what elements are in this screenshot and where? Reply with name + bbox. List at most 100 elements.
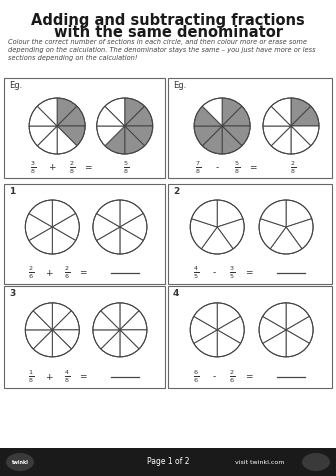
Text: Eg.: Eg.	[9, 81, 22, 90]
FancyBboxPatch shape	[168, 78, 332, 178]
Wedge shape	[286, 330, 309, 357]
Wedge shape	[52, 303, 71, 330]
Wedge shape	[291, 98, 311, 126]
Wedge shape	[125, 126, 144, 154]
Text: $\frac{3}{8}$: $\frac{3}{8}$	[30, 159, 36, 176]
Text: Adding and subtracting fractions: Adding and subtracting fractions	[31, 13, 305, 28]
Wedge shape	[33, 303, 52, 330]
Wedge shape	[125, 126, 153, 146]
Text: $\frac{5}{8}$: $\frac{5}{8}$	[123, 159, 129, 176]
Wedge shape	[125, 98, 144, 126]
Text: $\frac{2}{8}$: $\frac{2}{8}$	[290, 159, 296, 176]
Text: $\frac{7}{8}$: $\frac{7}{8}$	[195, 159, 201, 176]
Wedge shape	[217, 200, 243, 227]
Wedge shape	[57, 126, 77, 154]
Wedge shape	[217, 303, 241, 330]
Wedge shape	[271, 98, 291, 126]
Wedge shape	[52, 227, 76, 254]
Wedge shape	[125, 106, 153, 126]
Wedge shape	[120, 330, 147, 349]
Wedge shape	[192, 200, 217, 227]
Text: $\frac{2}{6}$: $\frac{2}{6}$	[28, 265, 34, 281]
FancyBboxPatch shape	[4, 184, 165, 284]
Wedge shape	[29, 200, 52, 227]
Text: $\frac{1}{8}$: $\frac{1}{8}$	[28, 369, 34, 385]
Text: =: =	[84, 163, 91, 172]
Wedge shape	[101, 330, 120, 357]
Wedge shape	[201, 227, 233, 254]
Text: $\frac{2}{8}$: $\frac{2}{8}$	[69, 159, 75, 176]
FancyBboxPatch shape	[168, 286, 332, 388]
FancyBboxPatch shape	[4, 78, 165, 178]
Text: =: =	[250, 163, 257, 172]
Wedge shape	[263, 126, 291, 146]
Wedge shape	[52, 200, 76, 227]
Text: $\frac{4}{8}$: $\frac{4}{8}$	[64, 369, 70, 385]
Wedge shape	[190, 317, 217, 343]
Text: 4: 4	[173, 289, 179, 298]
Text: -: -	[212, 373, 216, 381]
Wedge shape	[263, 330, 286, 357]
Wedge shape	[29, 126, 57, 146]
Wedge shape	[190, 218, 217, 249]
Text: $\frac{4}{5}$: $\frac{4}{5}$	[193, 265, 199, 281]
Text: =: =	[79, 373, 87, 381]
Wedge shape	[259, 218, 286, 249]
Text: +: +	[48, 163, 56, 172]
Wedge shape	[194, 126, 222, 146]
Text: $\frac{6}{6}$: $\frac{6}{6}$	[193, 369, 199, 385]
Wedge shape	[120, 303, 139, 330]
Wedge shape	[217, 218, 244, 249]
Wedge shape	[194, 303, 217, 330]
Wedge shape	[202, 98, 222, 126]
Wedge shape	[120, 227, 143, 254]
Wedge shape	[93, 214, 120, 240]
Text: =: =	[245, 373, 252, 381]
Wedge shape	[33, 330, 52, 357]
Wedge shape	[291, 106, 319, 126]
Wedge shape	[263, 106, 291, 126]
Wedge shape	[96, 227, 120, 254]
Wedge shape	[120, 330, 139, 357]
FancyBboxPatch shape	[0, 448, 336, 476]
Wedge shape	[222, 126, 242, 154]
Text: $\frac{3}{5}$: $\frac{3}{5}$	[229, 265, 235, 281]
Wedge shape	[25, 214, 52, 240]
Wedge shape	[263, 303, 286, 330]
Wedge shape	[52, 214, 79, 240]
Text: $\frac{2}{6}$: $\frac{2}{6}$	[64, 265, 70, 281]
Text: =: =	[245, 268, 252, 278]
Text: Colour the correct number of sections in each circle, and then colour more or er: Colour the correct number of sections in…	[8, 39, 316, 61]
Wedge shape	[96, 200, 120, 227]
Wedge shape	[222, 126, 250, 146]
Wedge shape	[57, 98, 77, 126]
Text: Eg.: Eg.	[173, 81, 186, 90]
Wedge shape	[286, 218, 313, 249]
Wedge shape	[120, 200, 143, 227]
Wedge shape	[29, 106, 57, 126]
Wedge shape	[25, 330, 52, 349]
Wedge shape	[97, 126, 125, 146]
Text: 1: 1	[9, 187, 15, 196]
Wedge shape	[52, 330, 79, 349]
Wedge shape	[101, 303, 120, 330]
Wedge shape	[271, 126, 291, 154]
Wedge shape	[120, 311, 147, 330]
Wedge shape	[222, 98, 242, 126]
Text: -: -	[212, 268, 216, 278]
Text: visit twinkl.com: visit twinkl.com	[235, 459, 285, 465]
Wedge shape	[270, 227, 302, 254]
Text: =: =	[79, 268, 87, 278]
Wedge shape	[52, 330, 71, 357]
Wedge shape	[93, 330, 120, 349]
Wedge shape	[286, 200, 312, 227]
Wedge shape	[202, 126, 222, 154]
Text: 2: 2	[173, 187, 179, 196]
Text: $\frac{2}{6}$: $\frac{2}{6}$	[229, 369, 235, 385]
Text: -: -	[216, 163, 219, 172]
Wedge shape	[57, 126, 85, 146]
Wedge shape	[120, 214, 147, 240]
Ellipse shape	[6, 453, 34, 471]
Ellipse shape	[302, 453, 330, 471]
FancyBboxPatch shape	[4, 286, 165, 388]
